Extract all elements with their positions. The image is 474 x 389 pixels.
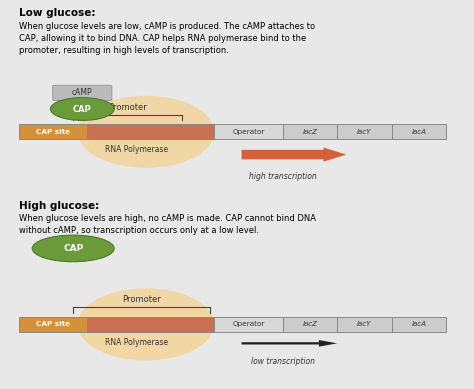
Text: Operator: Operator — [232, 129, 264, 135]
FancyBboxPatch shape — [283, 124, 337, 139]
FancyBboxPatch shape — [392, 317, 447, 332]
FancyBboxPatch shape — [18, 317, 87, 332]
Text: lacA: lacA — [411, 321, 427, 328]
FancyBboxPatch shape — [87, 124, 214, 139]
Text: lacZ: lacZ — [302, 321, 317, 328]
FancyBboxPatch shape — [214, 317, 283, 332]
Text: RNA Polymerase: RNA Polymerase — [105, 145, 168, 154]
FancyBboxPatch shape — [337, 317, 392, 332]
Text: lacY: lacY — [357, 129, 372, 135]
FancyBboxPatch shape — [337, 124, 392, 139]
Text: Promoter: Promoter — [122, 295, 161, 305]
Text: CAP: CAP — [63, 244, 83, 253]
Ellipse shape — [32, 235, 114, 262]
Text: Promoter: Promoter — [109, 103, 147, 112]
Text: CAP site: CAP site — [36, 129, 70, 135]
Text: CAP: CAP — [73, 105, 91, 114]
Text: Operator: Operator — [232, 321, 264, 328]
Text: low transcription: low transcription — [250, 357, 315, 366]
Text: When glucose levels are high, no cAMP is made. CAP cannot bind DNA
without cAMP,: When glucose levels are high, no cAMP is… — [18, 214, 316, 235]
Ellipse shape — [50, 98, 114, 121]
FancyArrow shape — [242, 340, 337, 347]
Ellipse shape — [78, 288, 214, 361]
Text: lacA: lacA — [411, 129, 427, 135]
Ellipse shape — [78, 96, 214, 168]
FancyBboxPatch shape — [392, 124, 447, 139]
FancyBboxPatch shape — [214, 124, 283, 139]
Text: high transcription: high transcription — [249, 172, 316, 180]
Text: When glucose levels are low, cAMP is produced. The cAMP attaches to
CAP, allowin: When glucose levels are low, cAMP is pro… — [18, 22, 315, 55]
FancyBboxPatch shape — [283, 317, 337, 332]
Text: lacY: lacY — [357, 321, 372, 328]
FancyBboxPatch shape — [87, 317, 214, 332]
Text: Low glucose:: Low glucose: — [18, 9, 95, 18]
FancyBboxPatch shape — [18, 124, 87, 139]
Text: High glucose:: High glucose: — [18, 201, 99, 211]
Text: CAP site: CAP site — [36, 321, 70, 328]
Text: RNA Polymerase: RNA Polymerase — [105, 338, 168, 347]
Text: cAMP: cAMP — [72, 88, 92, 97]
Text: lacZ: lacZ — [302, 129, 317, 135]
FancyArrow shape — [242, 147, 346, 162]
FancyBboxPatch shape — [53, 85, 112, 100]
